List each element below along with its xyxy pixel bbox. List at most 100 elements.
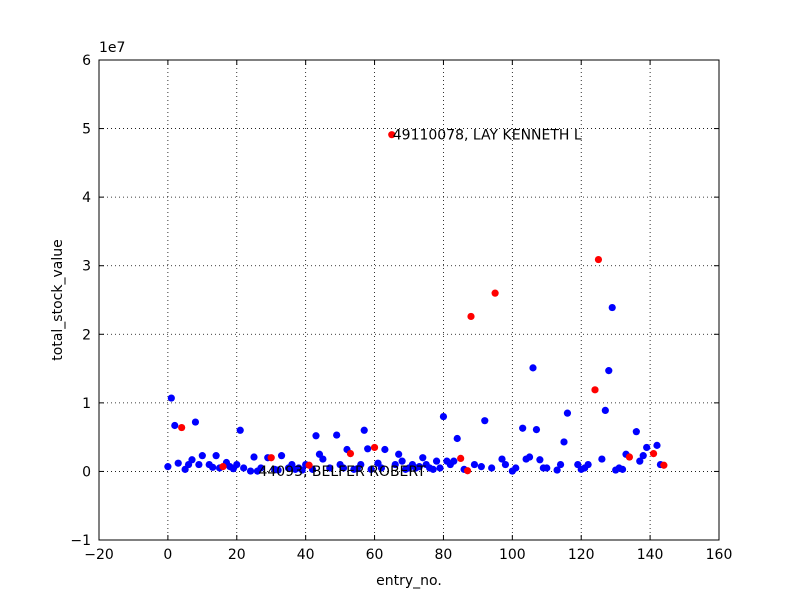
- point: [649, 450, 658, 458]
- point: [277, 452, 286, 460]
- x-tick-label: 120: [568, 547, 595, 563]
- point: [560, 438, 568, 446]
- point: [591, 386, 599, 394]
- x-tick-label: 160: [706, 547, 733, 563]
- y-tick-label: 0: [82, 464, 91, 480]
- point: [556, 460, 565, 469]
- point: [501, 460, 510, 469]
- point: [191, 418, 200, 426]
- point: [360, 426, 368, 434]
- point: [467, 312, 475, 321]
- point: [240, 464, 248, 472]
- point: [529, 364, 537, 372]
- point: [171, 421, 179, 430]
- point: [470, 460, 479, 469]
- point: [391, 460, 399, 469]
- point: [339, 464, 348, 472]
- point: [429, 465, 437, 473]
- y-tick-label: 1: [82, 396, 91, 412]
- point: [364, 445, 372, 453]
- point: [298, 466, 306, 474]
- point: [395, 450, 403, 458]
- point: [453, 434, 461, 443]
- point: [660, 461, 668, 469]
- point: [250, 453, 258, 461]
- point: [653, 441, 661, 449]
- x-tick-label: 20: [228, 547, 246, 563]
- point: [636, 457, 644, 465]
- point: [563, 409, 572, 417]
- point: [326, 464, 334, 472]
- point: [618, 465, 627, 473]
- y-offset-label: 1e7: [99, 40, 125, 56]
- point: [450, 457, 458, 465]
- point: [274, 466, 282, 474]
- point: [532, 426, 541, 434]
- point: [432, 457, 441, 465]
- point: [367, 465, 375, 473]
- point: [198, 452, 206, 460]
- y-tick-label: −1: [70, 533, 91, 549]
- point: [481, 417, 489, 425]
- x-tick-label: 140: [637, 547, 664, 563]
- point: [381, 445, 389, 454]
- x-tick-label: 40: [297, 547, 315, 563]
- point: [439, 412, 448, 421]
- point: [188, 456, 196, 464]
- point: [543, 464, 551, 472]
- y-axis-label: total_stock_value: [50, 239, 66, 360]
- y-tick-label: 4: [82, 190, 91, 206]
- point: [219, 463, 227, 471]
- point: [178, 423, 186, 432]
- point: [625, 453, 634, 461]
- point: [333, 431, 341, 439]
- x-tick-label: 0: [163, 547, 172, 563]
- point: [388, 131, 396, 139]
- point: [257, 464, 265, 472]
- point: [195, 460, 203, 469]
- point: [463, 467, 472, 475]
- annotation: 44093, BELFER ROBERT: [258, 464, 426, 480]
- point: [233, 460, 241, 469]
- x-tick-label: 80: [435, 547, 453, 563]
- point: [643, 443, 651, 452]
- point: [346, 450, 355, 458]
- point: [601, 406, 609, 414]
- point: [398, 457, 406, 465]
- point: [209, 463, 217, 471]
- y-tick-label: 3: [82, 259, 91, 275]
- point: [477, 463, 485, 471]
- point: [639, 452, 647, 460]
- point: [605, 367, 613, 375]
- point: [212, 452, 220, 460]
- point: [457, 454, 465, 462]
- point: [608, 303, 616, 312]
- point: [174, 459, 182, 467]
- point: [370, 443, 379, 452]
- point: [594, 255, 603, 264]
- point: [415, 463, 423, 471]
- point: [584, 460, 592, 469]
- point: [491, 289, 499, 297]
- x-tick-label: 100: [499, 547, 526, 563]
- point: [436, 464, 444, 472]
- point: [488, 464, 496, 472]
- point: [536, 456, 544, 464]
- point: [246, 467, 255, 475]
- x-axis-label: entry_no.: [376, 573, 442, 589]
- point: [498, 455, 506, 463]
- point: [553, 466, 561, 474]
- point: [267, 454, 275, 462]
- point: [319, 455, 327, 463]
- annotation: 49110078, LAY KENNETH L: [393, 128, 582, 144]
- y-tick-label: 2: [82, 327, 91, 343]
- point: [519, 424, 527, 432]
- x-tick-label: 60: [366, 547, 384, 563]
- point: [357, 460, 365, 469]
- point: [419, 454, 427, 462]
- point: [164, 463, 172, 471]
- point: [312, 432, 320, 440]
- point: [632, 428, 640, 436]
